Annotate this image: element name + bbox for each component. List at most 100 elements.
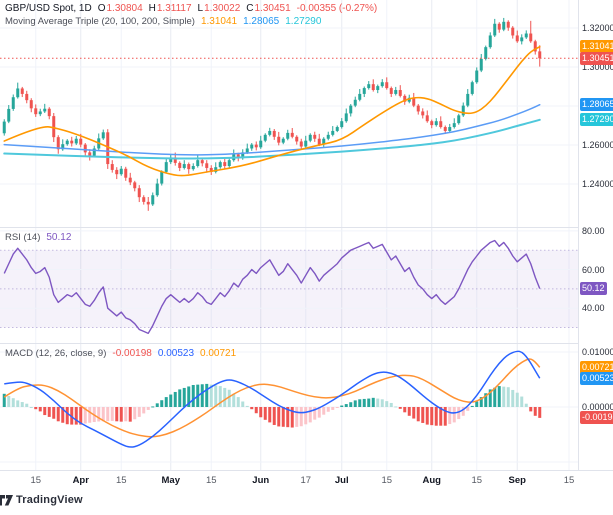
macd-histogram-bar: [380, 399, 384, 407]
candle-down: [403, 95, 407, 102]
candle-down: [56, 137, 60, 150]
symbol-legend[interactable]: GBP/USD Spot, 1D O 1.30804 H 1.31117 L 1.30…: [5, 3, 377, 15]
macd-histogram-bar: [533, 406, 537, 416]
candle-down: [497, 23, 501, 30]
macd-histogram-bar: [2, 393, 6, 407]
pane-separator-rsi[interactable]: [0, 227, 613, 228]
candle-up: [367, 84, 371, 89]
macd-histogram-bar: [313, 406, 317, 420]
candle-up: [245, 148, 249, 153]
candle-up: [155, 183, 159, 196]
candle-down: [128, 177, 132, 183]
ma200-line: [3, 118, 541, 160]
last-price-badge: 1.30451: [580, 51, 613, 65]
candle-down: [299, 141, 303, 147]
macd-histogram-bar: [281, 406, 285, 427]
candle-down: [146, 201, 150, 205]
macd-histogram-bar: [457, 406, 461, 420]
candle-up: [358, 93, 362, 100]
candle-up: [304, 140, 308, 147]
macd-histogram-bar: [439, 406, 443, 426]
macd-badge: 0.00523: [580, 371, 613, 385]
macd-histogram-bar: [524, 403, 528, 407]
macd-title: MACD (12, 26, close, 9): [5, 348, 107, 359]
macd-histogram-bar: [191, 384, 195, 407]
macd-histogram-bar: [340, 405, 344, 407]
candle-up: [479, 58, 483, 71]
candle-down: [88, 152, 92, 156]
macd-histogram-bar: [290, 406, 294, 428]
macd-histogram-bar: [331, 406, 335, 410]
candle-up: [92, 148, 96, 156]
time-label-day: 17: [300, 475, 312, 486]
macd-histogram-bar: [466, 406, 470, 411]
hist-badge: -0.00198: [580, 411, 613, 425]
macd-histogram-bar: [187, 386, 191, 407]
macd-histogram-bar: [128, 406, 132, 422]
candle-up: [191, 166, 195, 170]
rsi-title: RSI (14): [5, 232, 41, 243]
candle-up: [326, 134, 330, 139]
candle-up: [493, 23, 497, 36]
macd-histogram-bar: [223, 387, 227, 407]
candle-down: [236, 154, 240, 159]
macd-histogram-bar: [205, 383, 209, 407]
macd-histogram-bar: [160, 400, 164, 407]
macd-legend[interactable]: MACD (12, 26, close, 9) -0.00198 0.00523…: [5, 348, 236, 360]
macd-histogram-bar: [538, 406, 542, 418]
tradingview-logo[interactable]: TradingView: [0, 493, 83, 507]
tradingview-logo-icon: [0, 495, 13, 506]
candle-down: [173, 157, 177, 163]
macd-histogram-bar: [358, 399, 362, 407]
close-value: 1.30451: [254, 3, 291, 14]
macd-histogram-bar: [430, 406, 434, 426]
macd-histogram-bar: [511, 389, 515, 407]
pane-separator-macd[interactable]: [0, 343, 613, 344]
candle-down: [272, 130, 276, 137]
tradingview-logo-text: TradingView: [16, 494, 83, 506]
rsi-legend[interactable]: RSI (14) 50.12: [5, 232, 71, 244]
rsi-tick-label: 40.00: [582, 303, 605, 314]
candle-up: [457, 115, 461, 124]
candle-up: [151, 195, 155, 205]
candle-up: [520, 37, 524, 42]
candle-down: [142, 197, 146, 202]
candle-up: [380, 82, 384, 87]
price-axis[interactable]: 1.320001.300001.280001.260001.240001.310…: [578, 0, 613, 470]
candle-up: [340, 121, 344, 128]
candle-down: [389, 88, 393, 94]
candle-down: [295, 136, 299, 142]
macd-histogram-bar: [299, 406, 303, 427]
macd-histogram-bar: [407, 406, 411, 416]
time-axis[interactable]: 15 Apr 15 May 15 Jun 17 Jul 15 Aug 15 Sep 15: [0, 470, 613, 489]
ma200-value: 1.27290: [285, 16, 322, 27]
candle-up: [11, 97, 15, 109]
candle-down: [538, 51, 542, 59]
ma-legend[interactable]: Moving Average Triple (20, 100, 200, Sim…: [5, 16, 321, 28]
rsi-band: [0, 250, 578, 328]
candle-down: [398, 90, 402, 96]
candle-up: [74, 138, 78, 144]
candle-up: [452, 123, 456, 128]
time-label-month: Apr: [72, 475, 89, 486]
macd-histogram-bar: [16, 400, 20, 407]
macd-histogram-bar: [124, 406, 128, 422]
macd-histogram-bar: [317, 406, 321, 418]
macd-histogram-bar: [295, 406, 299, 427]
macd-histogram-bar: [155, 403, 159, 407]
macd-signal-value: 0.00721: [200, 348, 237, 359]
signal-badge: 0.00721: [580, 360, 613, 374]
time-label-month: May: [161, 475, 180, 486]
time-label-month: Aug: [422, 475, 441, 486]
candle-down: [515, 35, 519, 42]
candle-down: [511, 27, 515, 36]
chart-canvas[interactable]: [0, 0, 578, 470]
candle-down: [209, 167, 213, 172]
candle-up: [362, 88, 366, 94]
candle-up: [2, 121, 6, 134]
candle-down: [506, 21, 510, 28]
candle-down: [205, 163, 209, 168]
macd-histogram-bar: [11, 398, 15, 407]
candle-down: [533, 41, 537, 52]
